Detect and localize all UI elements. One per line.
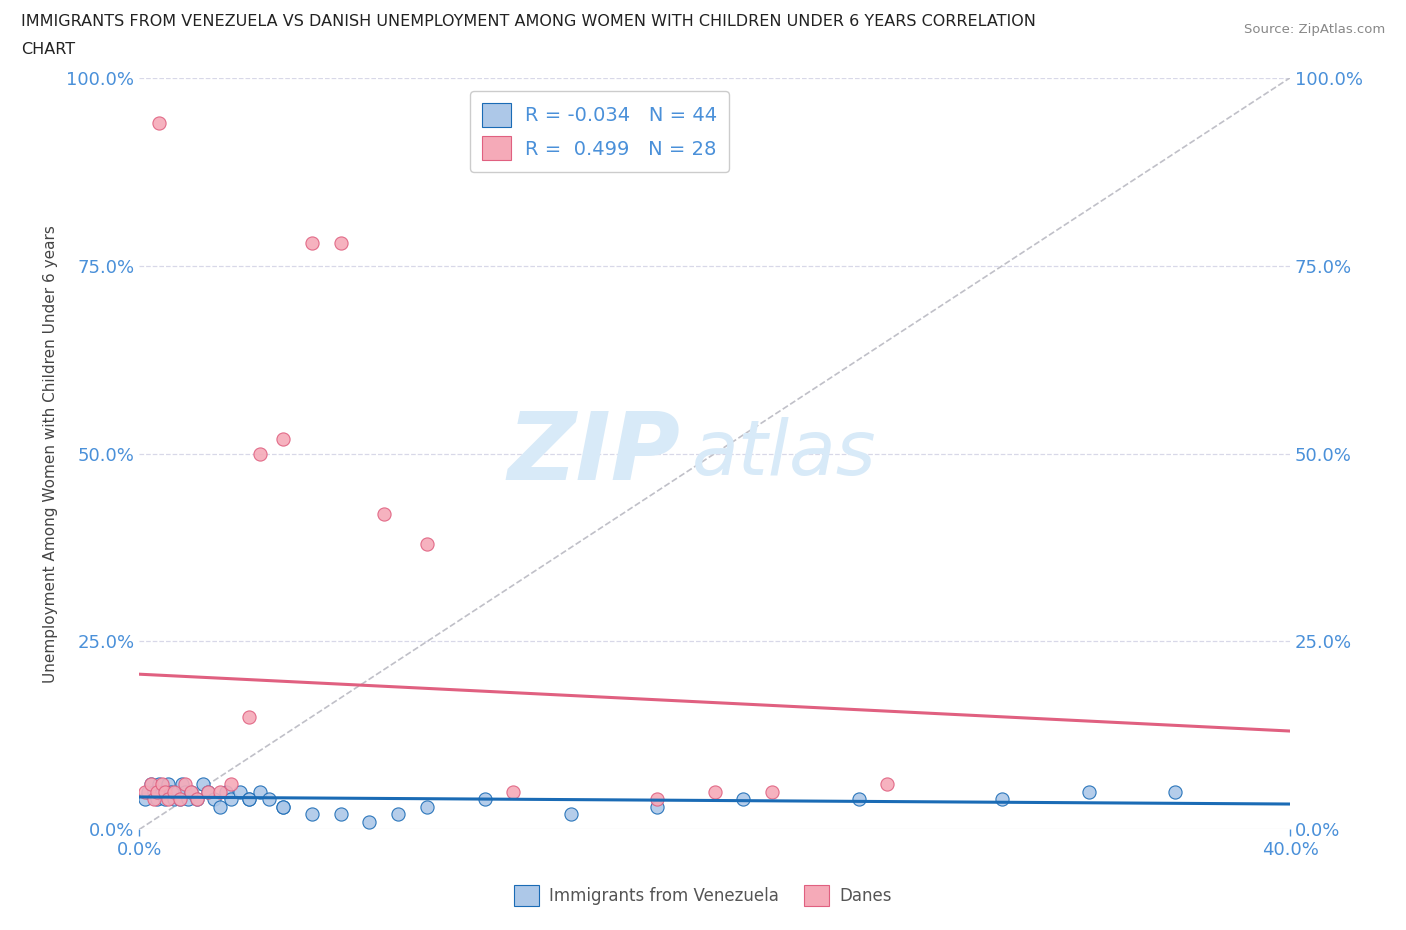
Point xyxy=(560,807,582,822)
Point xyxy=(174,777,197,791)
Point xyxy=(150,784,173,799)
Point xyxy=(157,777,180,791)
Point xyxy=(150,777,173,791)
Point xyxy=(180,784,202,799)
Point xyxy=(139,777,162,791)
Point xyxy=(387,807,409,822)
Point xyxy=(191,777,214,791)
Point xyxy=(160,784,183,799)
Point xyxy=(155,784,177,799)
Point xyxy=(848,791,870,806)
Point xyxy=(761,784,783,799)
Point xyxy=(163,791,186,806)
Point xyxy=(197,784,219,799)
Point xyxy=(145,791,167,806)
Point xyxy=(329,807,352,822)
Point xyxy=(166,784,188,799)
Point xyxy=(157,791,180,806)
Point xyxy=(474,791,496,806)
Point xyxy=(169,791,191,806)
Point xyxy=(197,784,219,799)
Point xyxy=(257,791,280,806)
Point xyxy=(208,800,231,815)
Point xyxy=(142,791,165,806)
Point xyxy=(238,791,260,806)
Point xyxy=(214,784,236,799)
Legend: Immigrants from Venezuela, Danes: Immigrants from Venezuela, Danes xyxy=(508,879,898,912)
Point xyxy=(155,791,177,806)
Point xyxy=(502,784,524,799)
Point xyxy=(163,784,186,799)
Point xyxy=(876,777,898,791)
Point xyxy=(238,710,260,724)
Point xyxy=(229,784,252,799)
Point xyxy=(359,815,381,830)
Point xyxy=(145,784,167,799)
Point xyxy=(186,791,208,806)
Point xyxy=(221,777,243,791)
Point xyxy=(177,791,200,806)
Point xyxy=(238,791,260,806)
Point xyxy=(416,537,439,551)
Text: ZIP: ZIP xyxy=(508,407,681,499)
Point xyxy=(172,777,194,791)
Point xyxy=(174,784,197,799)
Point xyxy=(202,791,225,806)
Text: atlas: atlas xyxy=(692,417,876,491)
Legend: R = -0.034   N = 44, R =  0.499   N = 28: R = -0.034 N = 44, R = 0.499 N = 28 xyxy=(471,91,728,172)
Point xyxy=(169,791,191,806)
Point xyxy=(645,800,668,815)
Point xyxy=(301,807,323,822)
Point xyxy=(148,115,170,130)
Point xyxy=(180,784,202,799)
Point xyxy=(373,506,395,521)
Point xyxy=(271,800,294,815)
Point xyxy=(249,784,271,799)
Point xyxy=(139,777,162,791)
Point xyxy=(148,777,170,791)
Point xyxy=(186,791,208,806)
Point xyxy=(134,791,156,806)
Point xyxy=(134,784,156,799)
Point xyxy=(991,791,1014,806)
Point xyxy=(645,791,668,806)
Point xyxy=(1077,784,1099,799)
Text: IMMIGRANTS FROM VENEZUELA VS DANISH UNEMPLOYMENT AMONG WOMEN WITH CHILDREN UNDER: IMMIGRANTS FROM VENEZUELA VS DANISH UNEM… xyxy=(21,14,1036,29)
Point xyxy=(136,784,159,799)
Point xyxy=(329,235,352,250)
Text: CHART: CHART xyxy=(21,42,75,57)
Text: Source: ZipAtlas.com: Source: ZipAtlas.com xyxy=(1244,23,1385,36)
Point xyxy=(221,791,243,806)
Point xyxy=(301,235,323,250)
Point xyxy=(271,432,294,446)
Point xyxy=(703,784,725,799)
Point xyxy=(416,800,439,815)
Point xyxy=(1164,784,1187,799)
Y-axis label: Unemployment Among Women with Children Under 6 years: Unemployment Among Women with Children U… xyxy=(44,225,58,683)
Point xyxy=(249,446,271,461)
Point xyxy=(733,791,755,806)
Point xyxy=(208,784,231,799)
Point xyxy=(142,784,165,799)
Point xyxy=(271,800,294,815)
